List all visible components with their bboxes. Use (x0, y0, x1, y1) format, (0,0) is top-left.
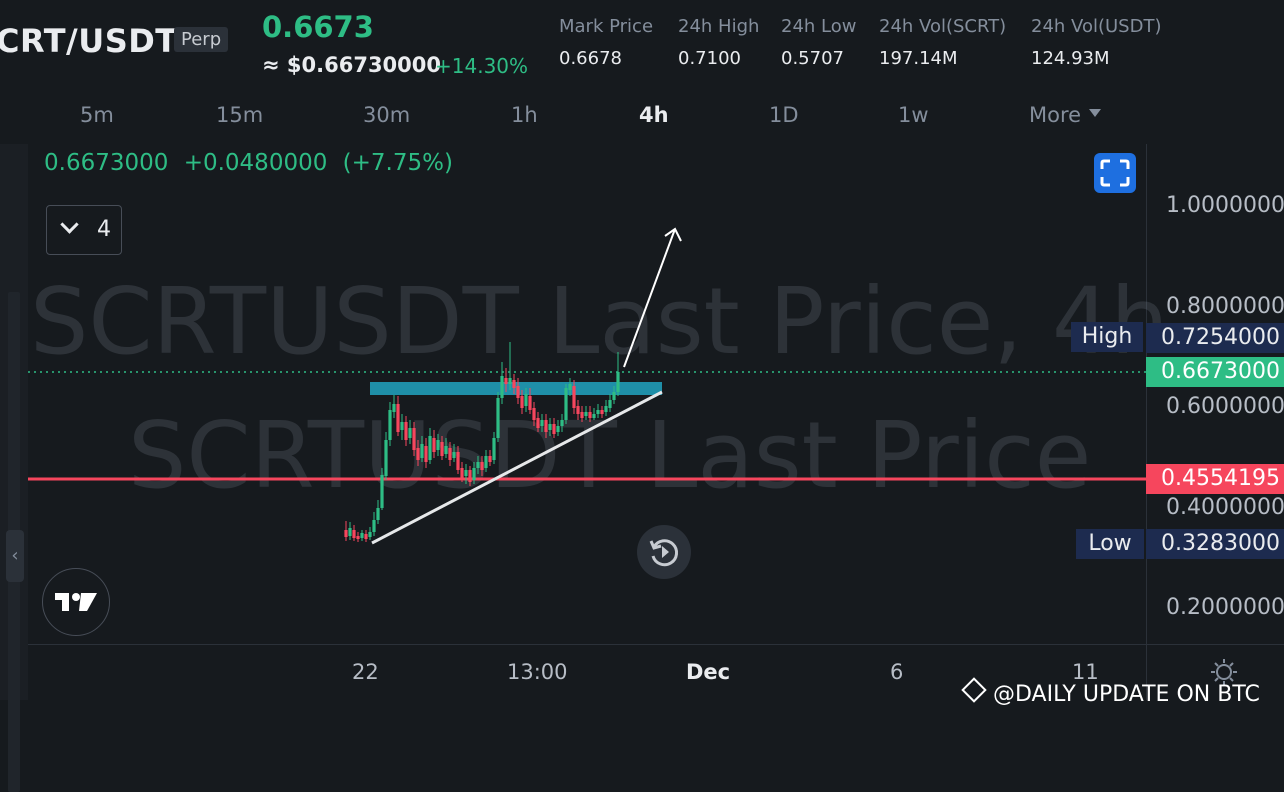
price-change-percent: +14.30% (435, 54, 529, 78)
stat-24h-high: 24h High 0.7100 (678, 16, 759, 69)
tab-1h[interactable]: 1h (511, 103, 538, 127)
stat-value: 124.93M (1031, 48, 1110, 69)
legend-change: +0.0480000 (183, 150, 328, 176)
fullscreen-icon (1100, 159, 1130, 187)
diamond-logo-icon (961, 677, 987, 703)
credit-text: @DAILY UPDATE ON BTC (993, 682, 1260, 707)
tab-1d[interactable]: 1D (769, 103, 799, 127)
tab-15m[interactable]: 15m (216, 103, 264, 127)
chevron-left-icon[interactable]: ‹ (6, 530, 24, 582)
support-price-tag: 0.4554195 (1146, 464, 1284, 494)
stat-24h-low: 24h Low 0.5707 (781, 16, 856, 69)
tab-4h[interactable]: 4h (639, 103, 669, 127)
time-axis-label: Dec (686, 660, 731, 684)
price-axis-label: 0.8000000 (1166, 294, 1284, 319)
current-price-tag: 0.6673000 (1146, 357, 1284, 387)
stat-label: 24h Low (781, 16, 857, 37)
tradingview-logo-icon (55, 593, 97, 611)
high-tag-label: High (1071, 322, 1143, 352)
tab-5m[interactable]: 5m (80, 103, 114, 127)
market-header: CRT/USDT Perp 0.6673 ≈ $0.66730000 +14.3… (0, 0, 1284, 92)
symbol-name[interactable]: CRT/USDT (0, 22, 178, 60)
stat-label: 24h High (678, 16, 760, 37)
time-axis-label: 22 (352, 660, 379, 684)
reset-icon (649, 539, 679, 567)
chart-canvas[interactable] (28, 144, 1146, 644)
ohlc-legend: 0.6673000 +0.0480000 (+7.75%) (44, 150, 461, 176)
last-price: 0.6673 (262, 10, 374, 44)
gear-icon[interactable] (1209, 657, 1239, 687)
price-axis-divider (1146, 144, 1147, 700)
stat-value: 197.14M (879, 48, 958, 69)
stat-24h-vol-quote: 24h Vol(USDT) 124.93M (1031, 16, 1161, 69)
legend-price: 0.6673000 (44, 150, 169, 176)
tab-30m[interactable]: 30m (363, 103, 411, 127)
price-axis-label: 0.2000000 (1166, 595, 1284, 620)
stat-value: 0.7100 (678, 48, 741, 69)
chart-watermark-line2: SCRTUSDT Last Price (128, 402, 1092, 509)
caret-down-icon (1089, 109, 1102, 117)
drawing-toolbar-strip (0, 144, 28, 792)
high-price-tag: 0.7254000 (1146, 323, 1284, 353)
price-axis-label: 1.0000000 (1166, 193, 1284, 218)
time-axis-label: 11 (1072, 660, 1099, 684)
price-axis-label: 0.6000000 (1166, 394, 1284, 419)
fullscreen-button[interactable] (1094, 153, 1136, 193)
price-axis-label: 0.4000000 (1166, 495, 1284, 520)
usd-approx-price: ≈ $0.66730000 (262, 53, 442, 77)
stat-mark-price: Mark Price 0.6678 (559, 16, 653, 69)
stat-value: 0.5707 (781, 48, 844, 69)
footer-credit: @DAILY UPDATE ON BTC (961, 677, 1260, 707)
time-axis-divider (28, 644, 1284, 645)
legend-change-pct: (+7.75%) (342, 150, 453, 176)
tab-1w[interactable]: 1w (898, 103, 929, 127)
reset-chart-button[interactable] (637, 525, 691, 579)
chart-watermark-line1: SCRTUSDT Last Price, 4h (30, 268, 1169, 375)
stat-label: 24h Vol(SCRT) (879, 16, 1007, 37)
stat-24h-vol-base: 24h Vol(SCRT) 197.14M (879, 16, 1006, 69)
time-axis-label: 13:00 (507, 660, 568, 684)
chevron-down-icon (60, 215, 79, 234)
contract-type-badge: Perp (174, 27, 229, 52)
tab-more[interactable]: More (1029, 103, 1102, 127)
stat-value: 0.6678 (559, 48, 622, 69)
indicator-toggle-button[interactable]: 4 (46, 205, 122, 255)
low-price-tag: 0.3283000 (1146, 529, 1284, 559)
indicator-count: 4 (97, 217, 111, 242)
time-axis-label: 6 (890, 660, 904, 684)
stat-label: Mark Price (559, 16, 654, 37)
stat-label: 24h Vol(USDT) (1031, 16, 1162, 37)
tradingview-logo[interactable] (42, 568, 110, 636)
low-tag-label: Low (1076, 529, 1144, 559)
more-label: More (1029, 103, 1082, 127)
